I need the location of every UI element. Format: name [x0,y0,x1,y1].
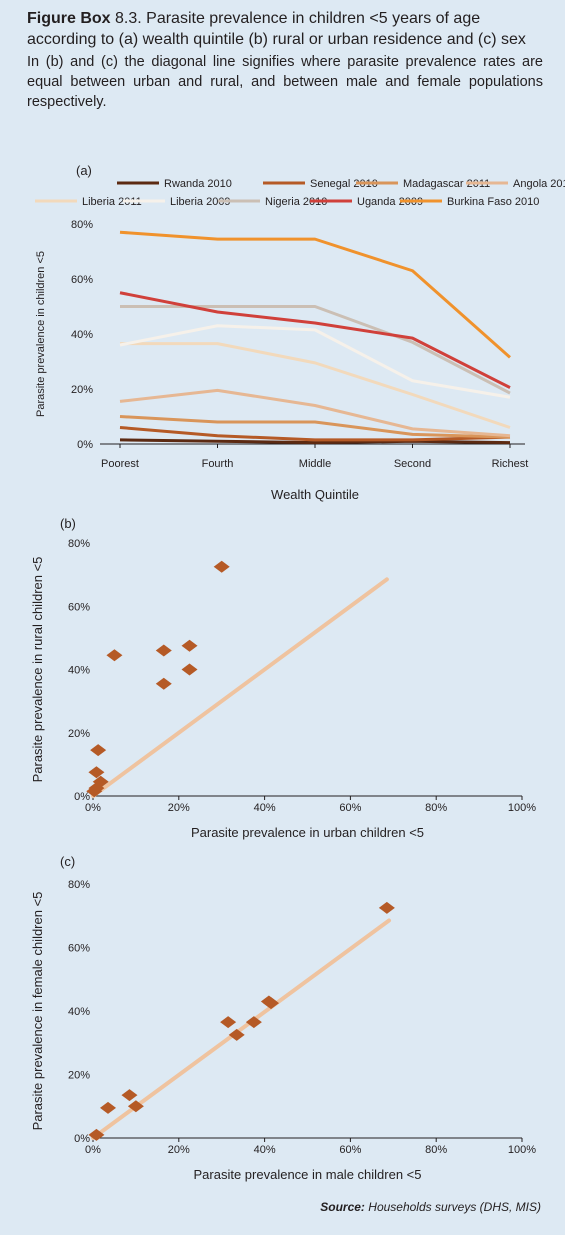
chart-b-urban-rural: (b)0% 20% 40% 60% 80% 100%0%20%40%60%80%Paras… [0,510,565,845]
x-axis-title-c: Parasite prevalence in male children <5 [194,1167,422,1182]
x-tick-label: 100% [508,1144,536,1156]
legend-label: Burkina Faso 2010 [447,196,539,208]
y-tick-label: 40% [68,665,90,677]
legend-label: Angola 2011 [513,178,565,190]
y-tick-label: 80% [68,538,90,550]
x-tick-label: 100% [508,802,536,814]
y-tick-label: 20% [71,384,93,396]
data-point [90,744,106,756]
x-tick-label: Fourth [202,458,234,470]
panel-label-a: (a) [76,163,92,178]
y-tick-label: 80% [71,219,93,231]
y-tick-label: 60% [68,943,90,955]
data-point [182,640,198,652]
y-tick-label: 0% [74,1133,90,1145]
y-tick-label: 20% [68,1070,90,1082]
data-point [214,561,230,573]
y-tick-label: 0% [77,439,93,451]
x-tick-label: 80% [425,802,447,814]
data-point [106,649,122,661]
source-label: Source: [320,1200,365,1214]
panel-label-c: (c) [60,854,75,869]
data-point [100,1102,116,1114]
x-tick-label: Poorest [101,458,139,470]
y-tick-label: 20% [68,728,90,740]
figure-label: Figure Box [27,10,111,27]
data-point [156,678,172,690]
y-axis-title-c: Parasite prevalence in female children <… [30,892,45,1131]
legend-label: Rwanda 2010 [164,178,232,190]
x-tick-label: 0% [85,802,101,814]
y-tick-label: 60% [68,601,90,613]
data-point [379,902,395,914]
x-tick-label: 20% [168,1144,190,1156]
data-point [121,1089,137,1101]
data-point [220,1016,236,1028]
x-tick-label: 60% [339,802,361,814]
x-tick-label: Middle [299,458,331,470]
series-line-liberia-2011 [120,344,510,428]
x-tick-label: 80% [425,1144,447,1156]
chart-a-wealth-quintile: (a)Rwanda 2010 Senegal 2010 Madagascar 201… [0,155,565,505]
equality-line-b [93,579,387,796]
x-tick-label: Second [394,458,431,470]
y-tick-label: 0% [74,791,90,803]
source-text: Households surveys (DHS, MIS) [365,1200,541,1214]
figure-title: Figure Box 8.3. Parasite prevalence in c… [27,8,543,50]
x-axis-title-b: Parasite prevalence in urban children <5 [191,825,424,840]
x-axis-title-a: Wealth Quintile [271,487,359,502]
y-tick-label: 80% [68,879,90,891]
x-tick-label: 40% [254,1144,276,1156]
panel-label-b: (b) [60,516,76,531]
series-line-angola-2011 [120,390,510,435]
x-tick-label: 40% [254,802,276,814]
figure-description: In (b) and (c) the diagonal line signifi… [27,52,543,112]
series-line-senegal-2010 [120,428,510,440]
chart-c-male-female: (c)0% 20% 40% 60% 80% 100%0%20%40%60%80%Paras… [0,848,565,1198]
source-note: Source: Households surveys (DHS, MIS) [320,1200,541,1214]
legend-a: Rwanda 2010 Senegal 2010 Madagascar 2011 An… [35,178,565,208]
x-tick-label: 60% [339,1144,361,1156]
x-tick-label: Richest [492,458,529,470]
y-tick-label: 60% [71,274,93,286]
y-axis-title-a: Parasite prevalence in children <5 [35,251,47,417]
series-line-madagascar-2011 [120,417,510,438]
x-tick-label: 0% [85,1144,101,1156]
series-line-burkina-faso-2010 [120,232,510,357]
data-point [156,645,172,657]
figure-header: Figure Box 8.3. Parasite prevalence in c… [27,8,543,112]
series-line-nigeria-2010 [120,307,510,394]
y-tick-label: 40% [71,329,93,341]
y-axis-title-b: Parasite prevalence in rural children <5 [30,557,45,783]
data-point [182,664,198,676]
y-tick-label: 40% [68,1006,90,1018]
x-tick-label: 20% [168,802,190,814]
data-point [88,766,104,778]
